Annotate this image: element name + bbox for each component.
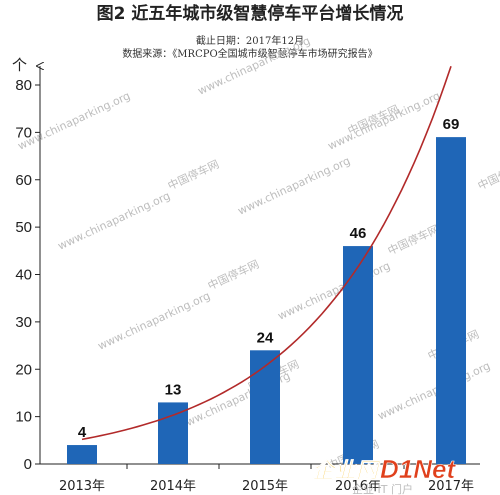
- chart-subtitle-date: 截止日期：2017年12月: [195, 36, 305, 47]
- brand-part2: D1Net: [380, 454, 456, 484]
- chart-title: 图2 近五年城市级智慧停车平台增长情况: [96, 4, 404, 24]
- y-tick-label: 10: [15, 409, 32, 426]
- data-labels: 4 2013年 13 2014年 24 2015年 46 2016年 69 2017年: [59, 116, 474, 494]
- data-label: 24: [257, 329, 274, 346]
- data-label: 69: [443, 116, 460, 133]
- watermark-url: www.chinaparking.org: [196, 34, 312, 98]
- watermark-url: www.chinaparking.org: [96, 289, 212, 353]
- watermark-url: www.chinaparking.org: [376, 359, 492, 423]
- y-axis-label: 个: [12, 57, 27, 74]
- bar-2014年: [158, 402, 188, 464]
- watermark-url: www.chinaparking.org: [236, 154, 352, 218]
- bar-2016年: [343, 246, 373, 464]
- watermark-url: www.chinaparking.org: [16, 89, 132, 153]
- chart-subtitle-source: 数据来源：《MRCPO全国城市级智慧停车市场研究报告》: [122, 49, 378, 60]
- y-tick-label: 40: [15, 267, 32, 284]
- trendline-layer: [81, 66, 452, 441]
- x-tick-label: 2016年: [335, 479, 381, 494]
- bar-2013年: [67, 445, 97, 464]
- bar-2017年: [436, 137, 466, 465]
- watermark-cn: 中国停车网: [165, 157, 221, 193]
- y-tick-label: 30: [15, 314, 32, 331]
- watermark-cn: 中国停车网: [385, 222, 441, 258]
- watermark-url: www.chinaparking.org: [326, 89, 442, 153]
- y-tick-label: 80: [15, 77, 32, 94]
- y-tick-label: 50: [15, 219, 32, 236]
- watermark-url: www.chinaparking.org: [56, 189, 172, 253]
- trend-line: [81, 66, 452, 441]
- y-tick-label: 20: [15, 361, 32, 378]
- x-tick-label: 2017年: [428, 479, 474, 494]
- watermark-cn: 中国停车网: [205, 257, 261, 293]
- x-tick-label: 2013年: [59, 479, 105, 494]
- brand-part1: 企业网: [312, 458, 381, 483]
- y-tick-label: 0: [24, 456, 32, 473]
- data-label: 46: [350, 225, 367, 242]
- bars: [67, 137, 466, 465]
- brand-sub: 企业 IT 门户: [352, 482, 413, 495]
- y-tick-label: 60: [15, 172, 32, 189]
- y-tick-label: 70: [15, 124, 32, 141]
- x-tick-label: 2014年: [150, 479, 196, 494]
- data-label: 13: [165, 381, 182, 398]
- watermark-cn: 中国停车网: [475, 157, 500, 193]
- x-tick-label: 2015年: [242, 479, 288, 494]
- watermark-url: www.chinaparking.org: [276, 259, 392, 323]
- bar-2015年: [250, 350, 280, 464]
- data-label: 4: [78, 424, 87, 441]
